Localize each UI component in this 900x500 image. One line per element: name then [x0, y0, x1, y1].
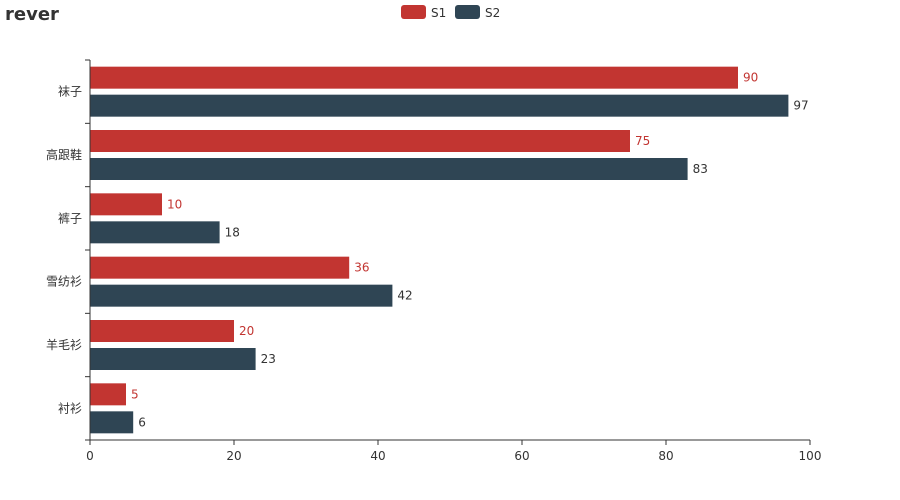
chart-title: rever: [5, 4, 59, 25]
x-tick-label-3: 60: [514, 449, 529, 463]
axes-group: 衬衫 羊毛衫 雪纺衫 裤子 高跟鞋 袜子 0 20 40 60 80 100: [46, 59, 822, 463]
legend-item-s2[interactable]: S2: [455, 5, 500, 20]
bar-s1-3[interactable]: [90, 193, 162, 216]
y-tick-label-3: 裤子: [58, 211, 82, 225]
data-label-s2-3: 18: [225, 225, 240, 239]
bar-s1-0[interactable]: [90, 383, 126, 406]
x-tick-label-4: 80: [658, 449, 673, 463]
legend[interactable]: S1 S2: [401, 5, 500, 20]
bar-s2-2[interactable]: [90, 284, 393, 307]
x-tick-label-1: 20: [226, 449, 241, 463]
data-label-s1-4: 75: [635, 134, 650, 148]
bars-group: [90, 66, 789, 434]
legend-swatch-s2: [455, 5, 480, 19]
data-label-s2-2: 42: [397, 289, 412, 303]
y-tick-label-4: 高跟鞋: [46, 147, 82, 162]
data-label-s1-5: 90: [743, 71, 758, 85]
data-labels-group: 5 6 20 23 36 42 10 18 75 83 90 97: [131, 71, 809, 430]
data-label-s2-5: 97: [793, 99, 808, 113]
bar-s2-4[interactable]: [90, 158, 688, 180]
bar-s2-5[interactable]: [90, 94, 789, 117]
bar-s2-0[interactable]: [90, 411, 134, 434]
legend-label-s1: S1: [431, 6, 446, 20]
data-label-s1-0: 5: [131, 387, 139, 401]
x-tick-label-5: 100: [799, 449, 822, 463]
data-label-s1-1: 20: [239, 324, 254, 338]
bar-s1-4[interactable]: [90, 130, 630, 152]
legend-label-s2: S2: [485, 6, 500, 20]
data-label-s1-3: 10: [167, 197, 182, 211]
data-label-s2-1: 23: [261, 352, 276, 366]
y-tick-label-1: 羊毛衫: [46, 337, 82, 352]
bar-s2-1[interactable]: [90, 348, 256, 370]
data-label-s1-2: 36: [354, 261, 369, 275]
y-tick-label-5: 袜子: [58, 85, 82, 99]
y-tick-label-2: 雪纺衫: [46, 275, 82, 289]
bar-s1-1[interactable]: [90, 320, 234, 342]
legend-item-s1[interactable]: S1: [401, 5, 446, 20]
bar-s1-2[interactable]: [90, 256, 350, 279]
y-tick-label-0: 衬衫: [58, 401, 82, 415]
x-tick-label-2: 40: [370, 449, 385, 463]
data-label-s2-0: 6: [138, 415, 146, 429]
data-label-s2-4: 83: [693, 162, 708, 176]
legend-swatch-s1: [401, 5, 426, 19]
bar-s2-3[interactable]: [90, 221, 220, 244]
x-tick-label-0: 0: [86, 449, 94, 463]
bar-s1-5[interactable]: [90, 66, 738, 89]
